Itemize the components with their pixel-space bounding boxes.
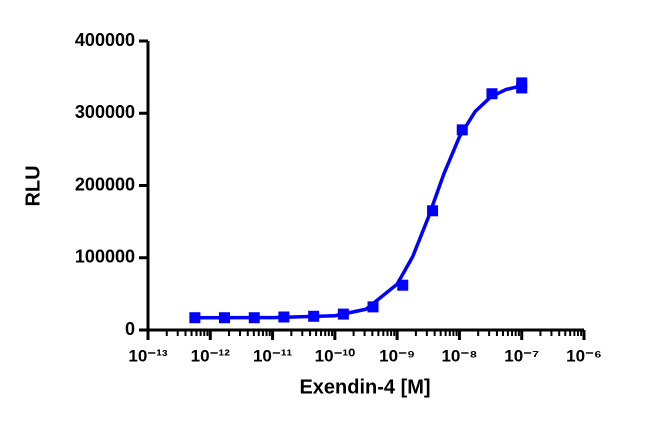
- x-axis-label: Exendin-4 [M]: [299, 376, 430, 398]
- y-tick-label: 300000: [75, 102, 135, 122]
- data-point: [337, 308, 349, 320]
- y-tick-label: 200000: [75, 174, 135, 194]
- y-tick-label: 100000: [75, 247, 135, 267]
- data-point: [218, 312, 230, 324]
- x-tick-label: 10⁻¹³: [128, 346, 168, 365]
- data-point: [516, 82, 528, 94]
- y-tick-label: 0: [125, 319, 135, 339]
- data-point: [456, 124, 468, 136]
- data-point: [308, 310, 320, 322]
- x-tick-label: 10⁻⁹: [379, 346, 415, 365]
- x-tick-label: 10⁻⁷: [504, 346, 539, 365]
- x-tick-label: 10⁻¹¹: [253, 346, 293, 365]
- x-tick-label: 10⁻⁶: [566, 346, 602, 365]
- data-point: [486, 88, 498, 100]
- data-point: [427, 205, 439, 217]
- data-point: [278, 311, 290, 323]
- fit-curve: [194, 84, 523, 320]
- y-axis-label: RLU: [22, 165, 44, 206]
- data-point: [367, 301, 379, 313]
- x-tick-label: 10⁻¹⁰: [315, 346, 356, 365]
- x-tick-label: 10⁻¹²: [191, 346, 231, 365]
- data-point: [397, 279, 409, 291]
- data-point: [248, 312, 260, 324]
- data-point: [189, 312, 201, 324]
- y-tick-label: 400000: [75, 30, 135, 50]
- x-tick-label: 10⁻⁸: [441, 346, 477, 365]
